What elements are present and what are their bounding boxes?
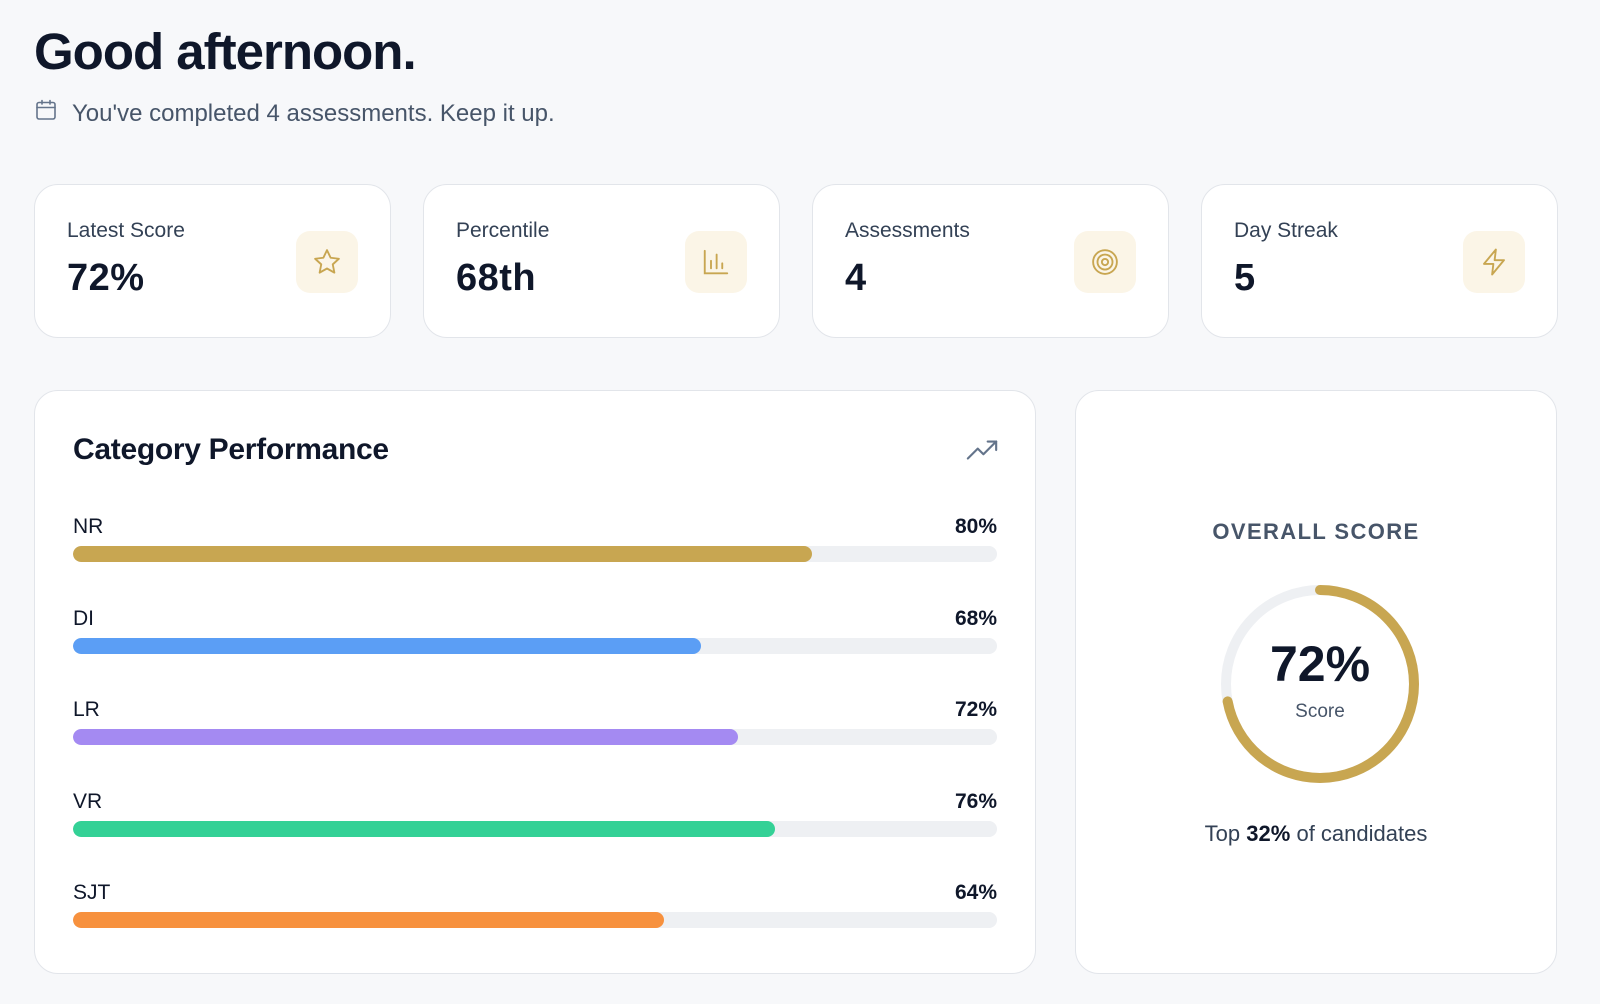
stat-card-assessments: Assessments 4 (812, 184, 1169, 338)
category-percent: 64% (954, 881, 997, 904)
progress-track (73, 546, 997, 562)
category-performance-card: Category Performance NR 80% DI 68% LR 72… (34, 390, 1036, 974)
trending-up-icon (966, 440, 998, 460)
rank-value: 32% (1246, 821, 1291, 846)
stat-card-percentile: Percentile 68th (423, 184, 780, 338)
stat-label: Latest Score (67, 219, 185, 242)
stat-card-latest-score: Latest Score 72% (34, 184, 391, 338)
score-ring-arc (1221, 585, 1419, 783)
stat-value: 4 (845, 257, 867, 299)
category-name: LR (73, 698, 100, 721)
score-ring-center: 72% Score (1215, 579, 1425, 789)
completion-text: You've completed 4 assessments. Keep it … (72, 99, 555, 127)
progress-track (73, 729, 997, 745)
progress-track (73, 912, 997, 928)
lightning-icon (1463, 231, 1525, 293)
rank-summary: Top 32% of candidates (1076, 821, 1556, 847)
progress-fill (73, 637, 702, 654)
stat-value: 72% (67, 257, 145, 299)
overall-score-heading: OVERALL SCORE (1212, 519, 1420, 544)
greeting-heading: Good afternoon. (34, 23, 417, 80)
category-percent: 72% (954, 698, 997, 721)
progress-fill (73, 546, 813, 562)
rank-suffix: of candidates (1296, 821, 1428, 846)
progress-fill (73, 729, 739, 745)
completion-summary: You've completed 4 assessments. Keep it … (34, 98, 555, 129)
card-title: Category Performance (73, 433, 389, 466)
category-percent: 76% (954, 789, 997, 813)
category-row-lr: LR 72% (73, 698, 997, 790)
stat-value: 68th (456, 257, 537, 299)
category-row-vr: VR 76% (73, 790, 997, 882)
calendar-icon (34, 98, 58, 129)
category-row-nr: NR 80% (73, 515, 997, 607)
score-ring (1221, 585, 1419, 783)
category-percent: 68% (954, 606, 997, 630)
category-name: SJT (73, 881, 111, 904)
stats-row: Latest Score 72% Percentile 68th Asse (34, 184, 1558, 338)
progress-track (73, 820, 997, 837)
stat-label: Percentile (456, 219, 550, 242)
stat-label: Assessments (845, 219, 970, 242)
rank-prefix: Top (1204, 821, 1241, 846)
progress-fill (73, 820, 776, 837)
category-row-di: DI 68% (73, 607, 997, 699)
category-row-sjt: SJT 64% (73, 881, 997, 973)
stat-card-day-streak: Day Streak 5 (1201, 184, 1558, 338)
overall-score-label: Score (1295, 701, 1345, 722)
target-icon (1074, 231, 1136, 293)
category-name: NR (73, 515, 104, 538)
bar-chart-icon (685, 231, 747, 293)
progress-fill (73, 912, 665, 928)
category-name: VR (73, 789, 103, 813)
category-percent: 80% (954, 515, 997, 538)
overall-score-card: OVERALL SCORE 72% Score Top 32% of candi… (1075, 390, 1557, 974)
category-name: DI (73, 606, 94, 630)
star-icon (296, 231, 358, 293)
overall-score-value: 72% (1269, 636, 1371, 692)
category-list: NR 80% DI 68% LR 72% VR 76% SJT 64% (73, 515, 997, 973)
progress-track (73, 637, 997, 654)
stat-value: 5 (1234, 257, 1256, 299)
stat-label: Day Streak (1234, 219, 1338, 242)
